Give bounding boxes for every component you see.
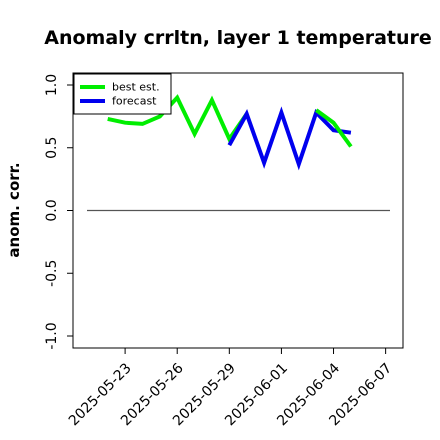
y-tick-label: 1.0 xyxy=(44,74,60,96)
chart-title: Anomaly crrltn, layer 1 temperature xyxy=(44,27,432,49)
legend-box xyxy=(73,73,172,115)
y-axis-label: anom. corr. xyxy=(5,162,23,257)
series-line-best-est xyxy=(107,94,249,144)
legend-label: forecast xyxy=(112,95,157,108)
x-axis: 2025-05-232025-05-262025-05-292025-06-01… xyxy=(66,348,395,429)
legend-label: best est. xyxy=(112,81,160,94)
y-tick-label: -1.0 xyxy=(44,322,60,349)
y-tick-label: -0.5 xyxy=(44,260,60,287)
series-line-forecast xyxy=(227,106,352,171)
y-axis: -1.0 -0.5 0.0 0.5 1.0 xyxy=(44,74,73,350)
y-tick-label: 0.5 xyxy=(44,137,60,159)
legend: best est.forecast xyxy=(73,73,172,115)
series-line-segment-2 xyxy=(315,108,353,148)
series-layer xyxy=(107,94,353,171)
y-tick-label: 0.0 xyxy=(44,199,60,221)
